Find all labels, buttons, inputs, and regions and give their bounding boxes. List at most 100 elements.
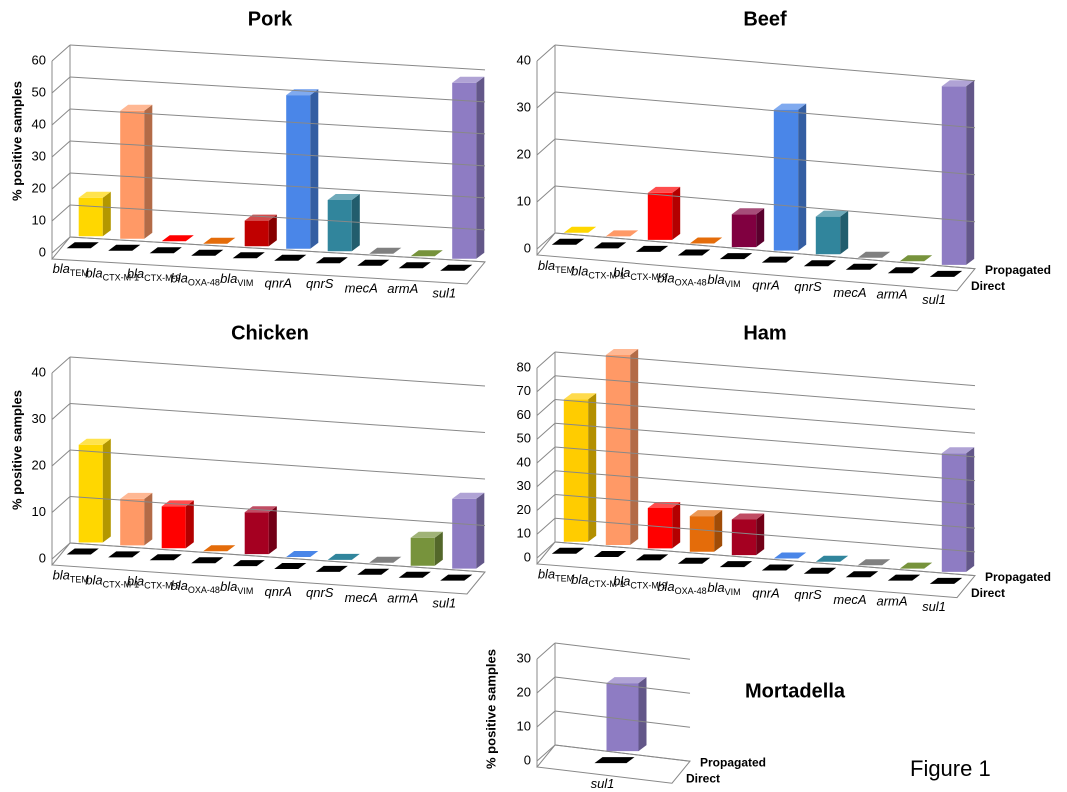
bar-top	[191, 557, 224, 564]
bar-side	[966, 447, 975, 572]
bar-top	[857, 251, 891, 258]
bar	[369, 556, 402, 563]
x-tick-label: armA	[387, 282, 418, 297]
grid-line	[69, 44, 486, 71]
bar-top	[551, 547, 585, 554]
bar	[773, 552, 807, 559]
wall-tick	[51, 44, 71, 62]
x-tick-label: blaTEM	[538, 567, 574, 584]
chart	[66, 76, 485, 271]
y-tick-label: 10	[517, 193, 531, 208]
grid-line	[554, 399, 976, 434]
wall-tick	[536, 375, 556, 393]
grid-line	[554, 232, 976, 270]
bar-side	[102, 438, 111, 543]
figure-caption: Figure 1	[910, 756, 991, 781]
y-axis-label: % positive samples	[9, 390, 24, 510]
y-tick-label: 0	[39, 550, 46, 565]
y-tick-label: 10	[517, 718, 531, 733]
wall-tick	[51, 140, 71, 158]
bar-top	[887, 574, 921, 581]
grid-line	[69, 76, 486, 103]
bar-top	[357, 259, 390, 266]
bar	[677, 557, 711, 564]
x-tick-label: mecA	[345, 590, 378, 605]
bar	[845, 263, 879, 270]
bar	[593, 551, 627, 557]
bar	[689, 237, 723, 244]
bar-top	[440, 264, 473, 271]
bar-top	[315, 257, 348, 264]
bar	[605, 230, 639, 237]
x-tick-label: blaOXA-48	[171, 579, 220, 596]
wall-tick	[51, 356, 71, 374]
bar	[773, 103, 807, 251]
y-tick-label: 0	[39, 244, 46, 259]
legend-label: Propagated	[985, 263, 1051, 277]
bar-side	[434, 531, 443, 566]
grid-line	[554, 91, 976, 129]
bar-top	[593, 551, 627, 557]
bar-top	[232, 560, 265, 567]
x-tick-label: sul1	[432, 596, 456, 611]
grid-line	[69, 140, 486, 167]
bar-top	[803, 260, 837, 267]
bar-top	[845, 571, 879, 578]
y-tick-label: 70	[517, 383, 531, 398]
bar	[369, 247, 402, 254]
bar-front	[647, 192, 673, 240]
bar-top	[761, 256, 795, 263]
bar	[941, 447, 975, 572]
y-tick-label: 10	[32, 504, 46, 519]
bar	[232, 560, 265, 567]
bar-top	[887, 267, 921, 274]
bar-front	[410, 537, 435, 566]
bar-top	[719, 253, 753, 260]
bar-top	[761, 564, 795, 571]
grid-line	[554, 676, 691, 694]
bar	[315, 565, 348, 572]
bar-top	[605, 230, 639, 237]
grid-line	[554, 642, 691, 660]
bar-top	[635, 245, 669, 252]
x-tick-label: blaVIM	[220, 580, 253, 597]
wall-tick	[536, 470, 556, 488]
x-tick-label: armA	[876, 594, 907, 609]
y-tick-label: 0	[524, 752, 531, 767]
bar	[929, 577, 963, 584]
x-tick-label: armA	[387, 591, 418, 606]
bar-top	[689, 510, 723, 517]
bar-front	[647, 508, 673, 549]
bar-side	[966, 80, 975, 265]
bar-top	[452, 76, 485, 83]
wall-tick	[536, 642, 556, 660]
wall-tick	[51, 449, 71, 467]
wall-tick	[51, 204, 71, 222]
x-tick-label: blaCTX-M-9	[127, 574, 181, 591]
bar	[815, 210, 849, 255]
x-tick-label: blaTEM	[53, 568, 89, 585]
bar	[398, 571, 431, 578]
bar-front	[327, 200, 352, 252]
legend-label: Direct	[971, 279, 1005, 293]
bar	[357, 259, 390, 266]
bar-side	[268, 214, 277, 247]
bar-top	[941, 80, 975, 87]
grid-line	[554, 517, 976, 553]
grid-line	[69, 108, 486, 135]
wall-tick	[536, 232, 556, 250]
bar-top	[410, 531, 443, 538]
bar	[410, 531, 443, 566]
bar-top	[929, 270, 963, 277]
bar	[605, 349, 639, 545]
bar	[761, 256, 795, 263]
bar-top	[410, 250, 443, 257]
bar	[398, 262, 431, 269]
x-tick-label: blaVIM	[707, 581, 740, 598]
bar-front	[815, 216, 841, 255]
y-tick-label: 50	[517, 431, 531, 446]
x-tick-label: qnrS	[794, 587, 822, 602]
y-tick-label: 60	[32, 52, 46, 67]
bar	[440, 574, 473, 581]
